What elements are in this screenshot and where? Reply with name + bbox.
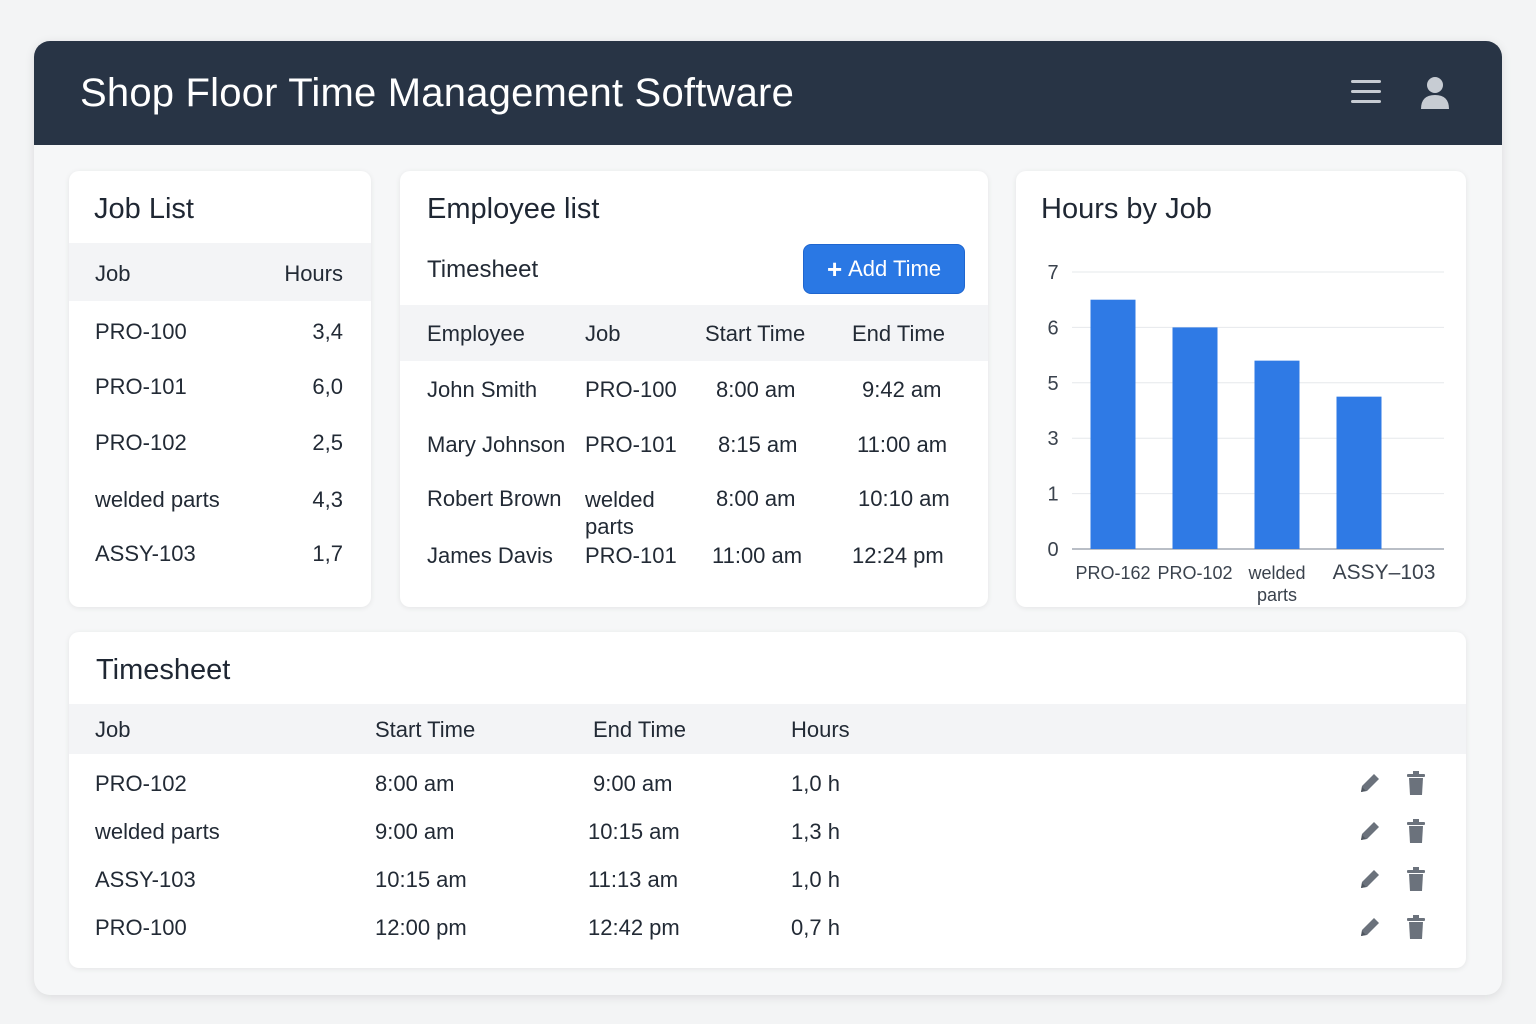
timesheet-card: Timesheet Job Start Time End Time Hours … bbox=[69, 632, 1466, 968]
employee-end-time: 10:10 am bbox=[858, 486, 950, 511]
chart-bar bbox=[1254, 360, 1300, 549]
trash-icon[interactable] bbox=[1403, 770, 1429, 796]
y-tick-label: 3 bbox=[1047, 428, 1058, 450]
pencil-icon[interactable] bbox=[1357, 818, 1383, 844]
employee-start-time: 8:00 am bbox=[716, 486, 796, 511]
pencil-icon[interactable] bbox=[1357, 914, 1383, 940]
y-tick-label: 0 bbox=[1047, 539, 1058, 561]
employee-name: James Davis bbox=[427, 543, 553, 568]
pencil-icon[interactable] bbox=[1357, 770, 1383, 796]
timesheet-hours: 0,7 h bbox=[791, 915, 840, 940]
timesheet-end-time: 10:15 am bbox=[588, 819, 680, 844]
timesheet-hours: 1,0 h bbox=[791, 771, 840, 796]
employee-start-time: 8:00 am bbox=[716, 377, 796, 402]
timesheet-job: PRO-102 bbox=[95, 771, 187, 796]
user-icon[interactable] bbox=[1418, 75, 1452, 111]
job-list-job: ASSY-103 bbox=[95, 541, 196, 566]
job-column-header: Job bbox=[95, 261, 131, 286]
employee-column-header: Employee bbox=[427, 321, 525, 346]
chart-bar bbox=[1336, 396, 1382, 549]
end-time-column-header: End Time bbox=[593, 717, 686, 742]
hamburger-menu-icon[interactable] bbox=[1351, 77, 1383, 107]
employee-job: PRO-101 bbox=[585, 543, 677, 568]
job-column-header: Job bbox=[585, 321, 621, 346]
timesheet-start-time: 10:15 am bbox=[375, 867, 467, 892]
hours-by-job-chart: 0 1 3 5 6 7 PRO-162 PRO-102 welded parts ASSY–103 bbox=[1047, 262, 1444, 605]
y-tick-label: 5 bbox=[1047, 373, 1058, 395]
trash-icon[interactable] bbox=[1403, 866, 1429, 892]
job-list-job: welded parts bbox=[95, 487, 220, 512]
employee-job: welded parts bbox=[585, 487, 655, 539]
job-list-card: Job List Job Hours PRO-100 3,4 PRO-101 6… bbox=[69, 171, 371, 607]
employee-start-time: 11:00 am bbox=[712, 543, 803, 568]
employee-end-time: 11:00 am bbox=[857, 432, 948, 457]
employee-name: John Smith bbox=[427, 377, 538, 402]
hours-by-job-title: Hours by Job bbox=[1041, 193, 1212, 225]
trash-icon[interactable] bbox=[1403, 818, 1429, 844]
x-category-label: ASSY–103 bbox=[1333, 561, 1436, 584]
employee-name: Mary Johnson bbox=[427, 432, 566, 457]
job-list-hours: 1,7 bbox=[312, 541, 343, 566]
job-list-hours: 2,5 bbox=[312, 430, 343, 455]
add-time-label: Add Time bbox=[848, 256, 942, 281]
plus-icon: + bbox=[826, 254, 843, 284]
y-tick-label: 1 bbox=[1047, 484, 1058, 506]
timesheet-end-time: 11:13 am bbox=[588, 867, 679, 892]
add-time-button[interactable]: + Add Time bbox=[803, 244, 965, 294]
hours-column-header: Hours bbox=[791, 717, 850, 742]
hours-by-job-card: Hours by Job 0 1 3 5 6 7 PRO-162 PRO-102 welded p… bbox=[1016, 171, 1466, 607]
hours-column-header: Hours bbox=[284, 261, 343, 286]
start-time-column-header: Start Time bbox=[375, 717, 476, 742]
employee-table-header-row bbox=[400, 305, 988, 361]
end-time-column-header: End Time bbox=[852, 321, 945, 346]
job-list-job: PRO-102 bbox=[95, 430, 187, 455]
timesheet-end-time: 9:00 am bbox=[593, 771, 673, 796]
job-list-job: PRO-100 bbox=[95, 319, 187, 344]
employee-list-card: Employee list Timesheet + Add Time Emplo… bbox=[400, 171, 988, 607]
y-tick-label: 7 bbox=[1047, 262, 1058, 284]
timesheet-start-time: 8:00 am bbox=[375, 771, 455, 796]
start-time-column-header: Start Time bbox=[705, 321, 806, 346]
timesheet-start-time: 12:00 pm bbox=[375, 915, 467, 940]
pencil-icon[interactable] bbox=[1357, 866, 1383, 892]
timesheet-title: Timesheet bbox=[96, 654, 231, 686]
timesheet-hours: 1,3 h bbox=[791, 819, 840, 844]
job-list-hours: 6,0 bbox=[312, 374, 343, 399]
x-category-label: PRO-102 bbox=[1157, 563, 1232, 583]
employee-end-time: 9:42 am bbox=[862, 377, 942, 402]
timesheet-hours: 1,0 h bbox=[791, 867, 840, 892]
job-list-hours: 3,4 bbox=[312, 319, 343, 344]
timesheet-end-time: 12:42 pm bbox=[588, 915, 680, 940]
employee-job: PRO-100 bbox=[585, 377, 677, 402]
trash-icon[interactable] bbox=[1403, 914, 1429, 940]
y-tick-label: 6 bbox=[1047, 317, 1058, 339]
top-bar: Shop Floor Time Management Software bbox=[34, 41, 1502, 145]
employee-end-time: 12:24 pm bbox=[852, 543, 944, 568]
job-list-job: PRO-101 bbox=[95, 374, 187, 399]
timesheet-header-row bbox=[69, 704, 1466, 754]
job-column-header: Job bbox=[95, 717, 131, 742]
x-category-label: welded parts bbox=[1247, 563, 1305, 605]
employee-name: Robert Brown bbox=[427, 486, 562, 511]
timesheet-subtitle: Timesheet bbox=[427, 256, 539, 283]
app-title: Shop Floor Time Management Software bbox=[80, 71, 795, 115]
x-category-label: PRO-162 bbox=[1075, 563, 1150, 583]
timesheet-job: PRO-100 bbox=[95, 915, 187, 940]
timesheet-job: welded parts bbox=[95, 819, 220, 844]
timesheet-start-time: 9:00 am bbox=[375, 819, 455, 844]
employee-start-time: 8:15 am bbox=[718, 432, 798, 457]
chart-bar bbox=[1172, 327, 1218, 549]
employee-list-title: Employee list bbox=[427, 193, 600, 225]
employee-job: PRO-101 bbox=[585, 432, 677, 457]
job-list-title: Job List bbox=[94, 193, 194, 225]
chart-bar bbox=[1090, 299, 1136, 549]
job-list-hours: 4,3 bbox=[312, 487, 343, 512]
job-list-header-row bbox=[69, 243, 371, 301]
timesheet-job: ASSY-103 bbox=[95, 867, 196, 892]
app-window: Shop Floor Time Management Software Job … bbox=[34, 41, 1502, 995]
